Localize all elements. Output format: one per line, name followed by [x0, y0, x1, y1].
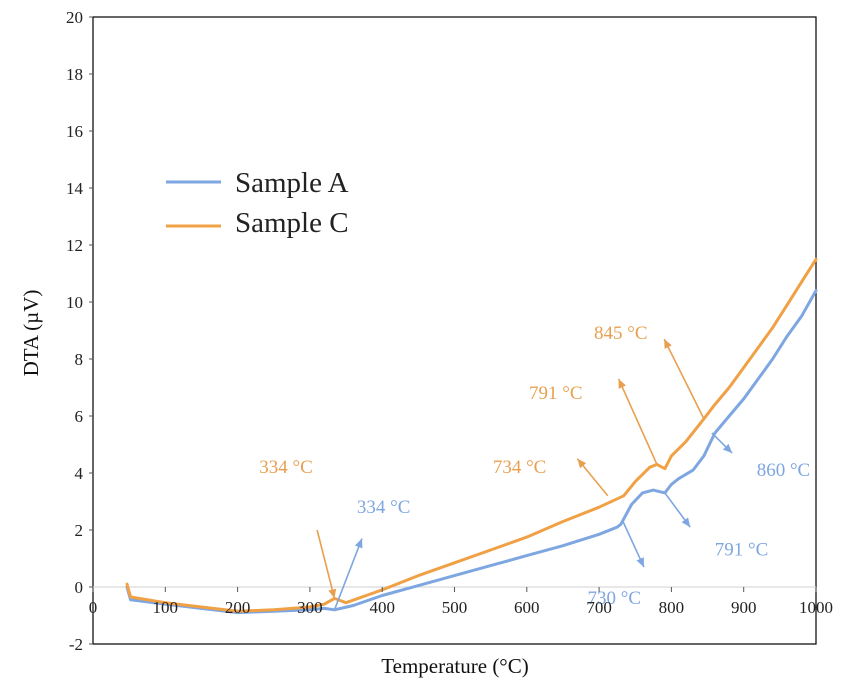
- y-tick-label-2: 2: [75, 521, 84, 540]
- x-tick-label-800: 800: [659, 598, 685, 617]
- annotation-arrowhead-2: [577, 458, 587, 469]
- y-tick-label-20: 20: [66, 8, 83, 27]
- annotation-label-4: 845 °C: [594, 323, 648, 344]
- annotation-arrow-line-4: [663, 338, 705, 420]
- annotation-layer: 334 °C 334 °C 734 °C 791 °C 845 °C 730 °C 791 …: [259, 323, 811, 611]
- x-tick-label-900: 900: [731, 598, 757, 617]
- y-tick-label-0: 0: [75, 578, 84, 597]
- annotation-arrow-line-1: [333, 538, 363, 611]
- annotation-label-3: 791 °C: [529, 383, 583, 404]
- annotation-arrowhead-5: [636, 557, 644, 568]
- x-tick-label-100: 100: [153, 598, 179, 617]
- y-tick-label--2: -2: [69, 635, 83, 654]
- series-layer: [125, 257, 818, 615]
- annotation-arrowhead-7: [722, 443, 733, 454]
- legend-label-sample-a: Sample A: [235, 167, 349, 199]
- y-tick-label-6: 6: [75, 407, 84, 426]
- x-tick-label-300: 300: [297, 598, 323, 617]
- x-axis-title: Temperature (°C): [381, 654, 528, 678]
- annotation-label-2: 734 °C: [493, 457, 547, 478]
- x-axis-ticks: 0 100 200 300 400 500 600 700 800 900 1000: [89, 587, 833, 617]
- annotation-arrowhead-4: [664, 339, 672, 349]
- y-tick-label-18: 18: [66, 65, 83, 84]
- annotation-label-1: 334 °C: [357, 497, 411, 518]
- annotation-arrowhead-0: [328, 588, 337, 599]
- annotation-arrowhead-6: [681, 517, 691, 528]
- x-tick-label-700: 700: [586, 598, 612, 617]
- y-tick-label-12: 12: [66, 236, 83, 255]
- x-tick-label-600: 600: [514, 598, 540, 617]
- annotation-arrowhead-1: [354, 538, 363, 549]
- x-tick-label-1000: 1000: [799, 598, 833, 617]
- y-tick-label-10: 10: [66, 293, 83, 312]
- y-axis-title: DTA (µV): [19, 290, 43, 377]
- series-line-sample-c: [125, 257, 818, 613]
- plot-area: [92, 16, 817, 645]
- annotation-label-6: 791 °C: [715, 540, 769, 561]
- x-tick-label-400: 400: [369, 598, 395, 617]
- annotation-label-0: 334 °C: [259, 457, 313, 478]
- x-tick-label-500: 500: [442, 598, 468, 617]
- annotation-arrow-line-0: [316, 529, 336, 599]
- annotation-arrowhead-3: [618, 378, 626, 389]
- y-tick-label-16: 16: [66, 122, 83, 141]
- y-tick-label-4: 4: [75, 464, 84, 483]
- legend-label-sample-c: Sample C: [235, 207, 349, 239]
- annotation-arrow-line-3: [617, 378, 658, 465]
- x-tick-label-200: 200: [225, 598, 251, 617]
- x-tick-label-0: 0: [89, 598, 98, 617]
- legend: Sample A Sample C: [166, 167, 349, 239]
- annotation-label-5: 730 °C: [588, 588, 642, 609]
- y-axis-ticks: -2 0 2 4 6 8 10 12 14 16 18 20: [66, 8, 93, 654]
- annotation-label-7: 860 °C: [757, 460, 811, 481]
- series-line-sample-a: [125, 289, 818, 615]
- y-tick-label-14: 14: [66, 179, 84, 198]
- y-tick-label-8: 8: [75, 350, 84, 369]
